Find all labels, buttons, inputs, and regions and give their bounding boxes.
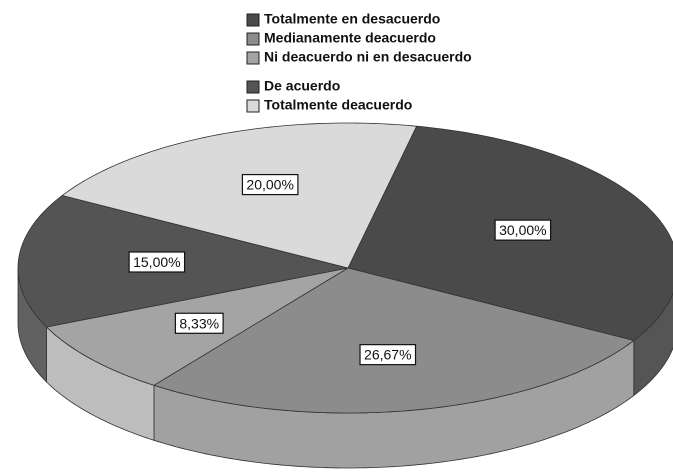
data-label-box [174,312,224,334]
data-label-box [241,173,299,196]
legend-label: Medianamente deacuerdo [264,30,436,46]
data-label: 30,00% [494,219,552,241]
data-label-text: 20,00% [246,177,293,193]
data-label: 8,33% [174,312,224,334]
legend-label: Ni deacuerdo ni en desacuerdo [264,49,472,65]
data-label-text: 26,67% [364,347,411,363]
legend-swatch [246,80,260,94]
data-label-text: 8,33% [179,315,219,331]
legend-swatch [246,51,260,65]
legend-swatch [246,13,260,27]
data-label: 20,00% [241,173,299,196]
legend-label: De acuerdo [264,78,340,94]
data-label: 15,00% [128,251,186,273]
data-label-text: 30,00% [499,222,546,238]
legend-label: Totalmente deacuerdo [264,97,412,113]
data-label-box [494,219,552,241]
data-label: 26,67% [359,344,417,366]
data-label-box [359,344,417,366]
data-label-text: 15,00% [133,254,180,270]
legend-swatch [246,99,260,113]
slice [153,267,635,414]
legend-label: Totalmente en desacuerdo [264,11,440,27]
slice [61,122,418,269]
legend-swatch [246,32,260,46]
data-label-box [128,251,186,273]
